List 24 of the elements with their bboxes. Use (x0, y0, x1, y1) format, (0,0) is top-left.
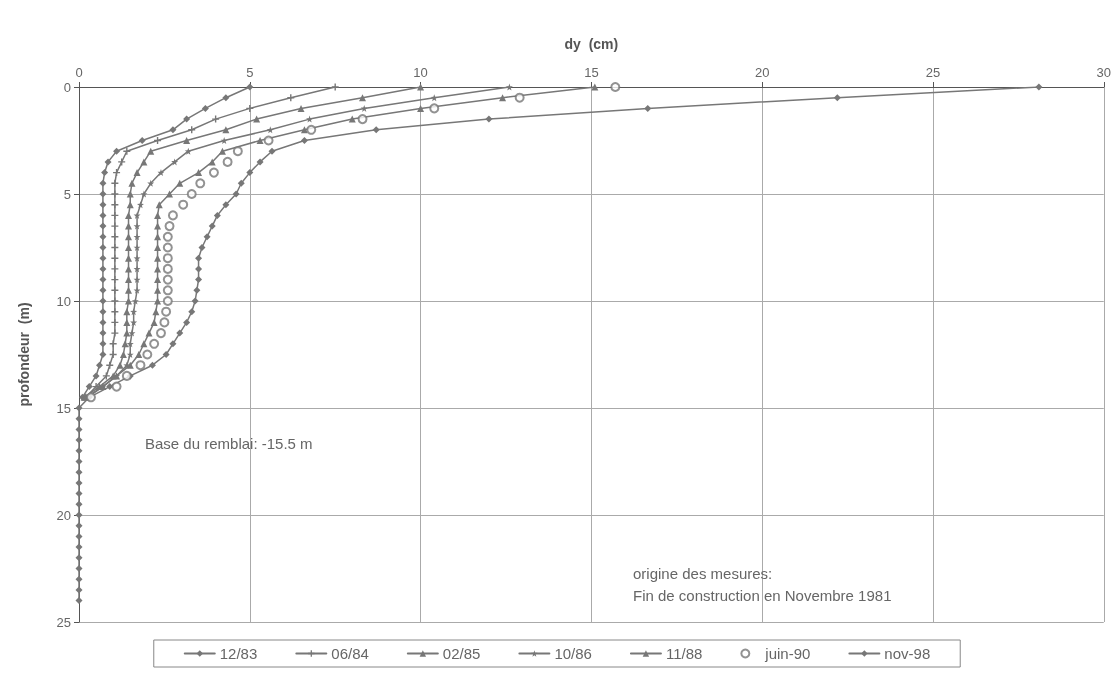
legend-label: 02/85 (442, 645, 481, 662)
y-tick-label: 5 (63, 186, 71, 202)
x-tick-label: 15 (584, 65, 599, 80)
x-tick-label: 5 (246, 65, 254, 80)
legend-label: 06/84 (331, 645, 369, 662)
annotation: origine des mesures: Fin de construction en Novembre 1981 (633, 564, 892, 604)
x-tick-label: 10 (413, 65, 428, 80)
x-tick-label: 0 (75, 65, 83, 80)
legend-label: nov-98 (884, 645, 931, 662)
y-tick-label: 15 (56, 400, 71, 416)
legend-label: 12/83 (219, 645, 258, 662)
y-tick-label: 10 (56, 293, 71, 309)
y-axis-title: profondeur (m) (16, 302, 32, 407)
x-tick-label: 25 (925, 65, 941, 80)
x-tick-label: 30 (1096, 65, 1111, 80)
y-tick-label: 20 (56, 507, 71, 523)
y-tick-label: 0 (63, 79, 71, 95)
legend-label: juin-90 (764, 645, 811, 662)
y-tick-label: 25 (56, 614, 71, 630)
x-axis-title: dy (cm) (564, 36, 619, 52)
x-tick-label: 20 (754, 65, 770, 80)
annotation: Base du remblai: -15.5 m (145, 434, 313, 452)
legend-label: 10/86 (554, 645, 592, 662)
legend-label: 11/88 (665, 645, 703, 662)
